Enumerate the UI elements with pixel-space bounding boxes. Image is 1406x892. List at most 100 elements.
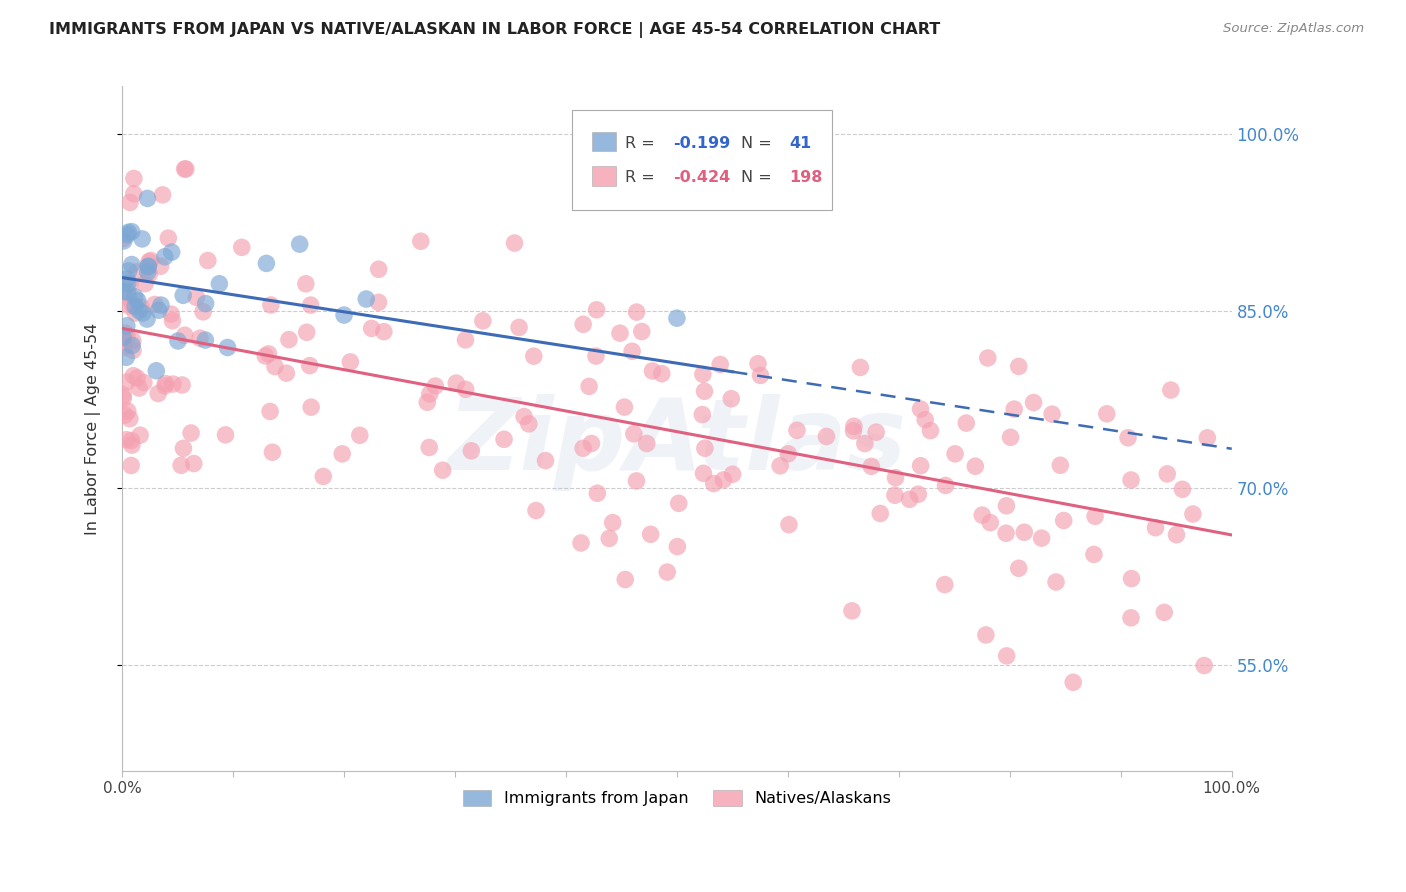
FancyBboxPatch shape: [571, 111, 832, 210]
Immigrants from Japan: [117, 227, 139, 242]
Natives/Alaskans: [1000, 430, 1022, 444]
Text: -0.199: -0.199: [673, 136, 731, 151]
Natives/Alaskans: [122, 368, 145, 383]
Natives/Alaskans: [295, 277, 318, 291]
Natives/Alaskans: [636, 436, 658, 450]
Natives/Alaskans: [1053, 514, 1076, 528]
Natives/Alaskans: [117, 330, 139, 344]
Natives/Alaskans: [1008, 359, 1031, 374]
Natives/Alaskans: [1040, 407, 1063, 421]
Natives/Alaskans: [117, 290, 139, 304]
Natives/Alaskans: [121, 298, 143, 312]
Natives/Alaskans: [262, 445, 284, 459]
Text: 41: 41: [789, 136, 811, 151]
Natives/Alaskans: [298, 359, 321, 373]
Natives/Alaskans: [979, 516, 1001, 530]
Natives/Alaskans: [569, 536, 592, 550]
Natives/Alaskans: [910, 458, 932, 473]
Immigrants from Japan: [115, 272, 138, 286]
Natives/Alaskans: [815, 429, 838, 443]
Natives/Alaskans: [257, 347, 280, 361]
Natives/Alaskans: [524, 503, 547, 517]
Immigrants from Japan: [132, 306, 155, 320]
Natives/Alaskans: [1121, 572, 1143, 586]
Immigrants from Japan: [172, 288, 194, 302]
Immigrants from Japan: [127, 293, 149, 308]
Natives/Alaskans: [693, 441, 716, 455]
Natives/Alaskans: [114, 334, 136, 349]
Natives/Alaskans: [214, 428, 236, 442]
Natives/Alaskans: [120, 458, 142, 473]
Natives/Alaskans: [1192, 658, 1215, 673]
Text: R =: R =: [624, 169, 659, 185]
Natives/Alaskans: [651, 367, 673, 381]
Natives/Alaskans: [259, 404, 281, 418]
Natives/Alaskans: [1119, 611, 1142, 625]
Natives/Alaskans: [425, 379, 447, 393]
Natives/Alaskans: [153, 379, 176, 393]
Natives/Alaskans: [460, 443, 482, 458]
Natives/Alaskans: [692, 408, 714, 422]
Natives/Alaskans: [264, 359, 287, 374]
FancyBboxPatch shape: [592, 132, 616, 152]
Natives/Alaskans: [114, 408, 136, 422]
Immigrants from Japan: [131, 232, 153, 246]
Natives/Alaskans: [118, 411, 141, 425]
Immigrants from Japan: [138, 259, 160, 273]
Immigrants from Japan: [112, 330, 135, 344]
Natives/Alaskans: [419, 387, 441, 401]
Natives/Alaskans: [339, 355, 361, 369]
Natives/Alaskans: [860, 459, 883, 474]
Natives/Alaskans: [278, 333, 301, 347]
Natives/Alaskans: [778, 517, 800, 532]
Natives/Alaskans: [1022, 395, 1045, 409]
Natives/Alaskans: [112, 340, 135, 354]
Natives/Alaskans: [132, 376, 155, 390]
Natives/Alaskans: [614, 573, 637, 587]
Y-axis label: In Labor Force | Age 45-54: In Labor Force | Age 45-54: [86, 323, 101, 535]
Immigrants from Japan: [148, 303, 170, 318]
Immigrants from Japan: [118, 264, 141, 278]
Natives/Alaskans: [172, 442, 194, 456]
Natives/Alaskans: [703, 476, 725, 491]
Natives/Alaskans: [122, 343, 145, 358]
Immigrants from Japan: [128, 303, 150, 318]
Natives/Alaskans: [1153, 606, 1175, 620]
Natives/Alaskans: [122, 186, 145, 201]
Natives/Alaskans: [1083, 548, 1105, 562]
Natives/Alaskans: [585, 349, 607, 363]
Natives/Alaskans: [120, 277, 142, 291]
Natives/Alaskans: [1156, 467, 1178, 481]
Natives/Alaskans: [115, 375, 138, 389]
Natives/Alaskans: [276, 366, 298, 380]
Natives/Alaskans: [114, 326, 136, 340]
Immigrants from Japan: [665, 311, 688, 326]
Natives/Alaskans: [602, 516, 624, 530]
Natives/Alaskans: [143, 297, 166, 311]
Immigrants from Japan: [160, 245, 183, 260]
Natives/Alaskans: [1171, 483, 1194, 497]
Natives/Alaskans: [349, 428, 371, 442]
Natives/Alaskans: [581, 436, 603, 450]
Natives/Alaskans: [1008, 561, 1031, 575]
Natives/Alaskans: [1119, 473, 1142, 487]
Immigrants from Japan: [194, 333, 217, 347]
Natives/Alaskans: [721, 467, 744, 482]
Natives/Alaskans: [995, 499, 1018, 513]
Natives/Alaskans: [173, 161, 195, 176]
Natives/Alaskans: [416, 395, 439, 409]
Natives/Alaskans: [955, 416, 977, 430]
Natives/Alaskans: [841, 604, 863, 618]
Natives/Alaskans: [330, 447, 353, 461]
Natives/Alaskans: [299, 298, 322, 312]
Natives/Alaskans: [747, 357, 769, 371]
Natives/Alaskans: [409, 234, 432, 248]
Natives/Alaskans: [613, 400, 636, 414]
Immigrants from Japan: [136, 265, 159, 279]
Natives/Alaskans: [312, 469, 335, 483]
Natives/Alaskans: [692, 368, 714, 382]
Natives/Alaskans: [977, 351, 1000, 365]
Natives/Alaskans: [586, 486, 609, 500]
Immigrants from Japan: [333, 308, 356, 322]
Natives/Alaskans: [995, 526, 1018, 541]
